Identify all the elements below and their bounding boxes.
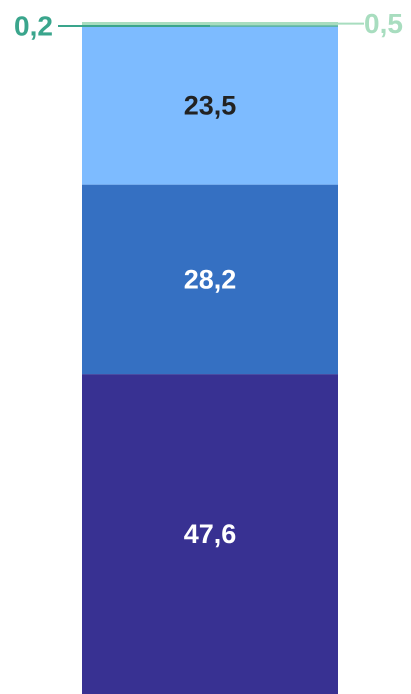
segment-label: 23,5 [184,91,237,121]
bar-segment [82,184,338,375]
segment-labels: 47,6 28,2 23,5 0,2 0,5 [14,8,403,549]
segment-label: 47,6 [184,519,237,549]
segment-label: 28,2 [184,264,237,294]
bar-segment [82,374,338,694]
bar-segments [82,22,338,694]
bar-segment [82,26,338,185]
segment-label: 0,2 [14,11,53,42]
segment-label: 0,5 [364,8,403,39]
